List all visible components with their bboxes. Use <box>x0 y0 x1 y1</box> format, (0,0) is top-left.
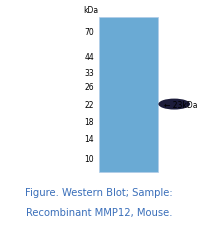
Text: 26: 26 <box>84 82 94 91</box>
Text: 14: 14 <box>84 135 94 144</box>
FancyBboxPatch shape <box>99 18 158 173</box>
Text: 18: 18 <box>85 117 94 126</box>
Text: 44: 44 <box>84 53 94 62</box>
Text: Figure. Western Blot; Sample:: Figure. Western Blot; Sample: <box>25 187 173 197</box>
Text: 33: 33 <box>84 69 94 77</box>
Text: Recombinant MMP12, Mouse.: Recombinant MMP12, Mouse. <box>26 207 172 217</box>
Text: 10: 10 <box>84 154 94 163</box>
Text: 22: 22 <box>85 100 94 109</box>
Text: kDa: kDa <box>83 6 98 15</box>
Text: ← 23kDa: ← 23kDa <box>164 100 198 109</box>
Ellipse shape <box>158 99 190 110</box>
Text: 70: 70 <box>84 28 94 37</box>
